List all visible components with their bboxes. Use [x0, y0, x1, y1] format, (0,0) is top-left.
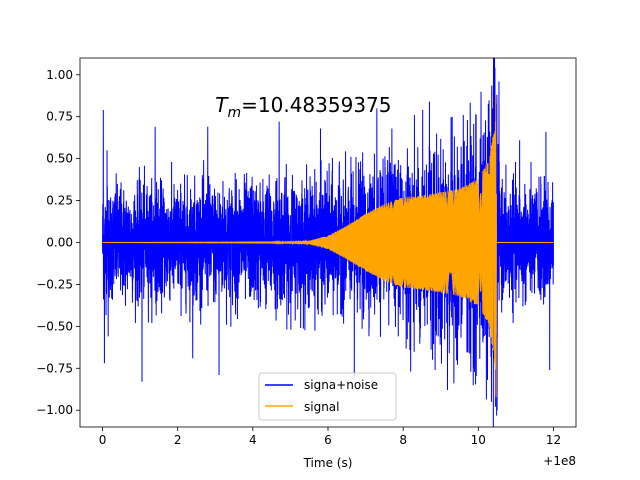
y-tick-label: −1.00	[36, 403, 73, 417]
y-tick-label: 0.00	[46, 236, 73, 250]
x-axis-ticks: 0 2 4 6 8 10 12	[99, 427, 561, 447]
y-tick-label: 1.00	[46, 68, 73, 82]
x-tick-label: 12	[546, 433, 561, 447]
y-tick-label: 0.75	[46, 110, 73, 124]
series-line-signal	[102, 95, 554, 398]
legend-label-signal: signal	[304, 400, 340, 414]
x-tick-label: 6	[324, 433, 332, 447]
chart-annotation: Tm=10.48359375	[215, 93, 391, 121]
y-tick-label: −0.75	[36, 361, 73, 375]
x-axis-offset-label: +1e8	[543, 454, 576, 468]
x-tick-label: 2	[174, 433, 182, 447]
y-axis-ticks: 1.00 0.75 0.50 0.25 0.00 −0.25 −0.50 −0.75 −1.00	[36, 68, 80, 417]
y-tick-label: 0.50	[46, 152, 73, 166]
x-tick-label: 4	[249, 433, 257, 447]
legend-label-signal-noise: signa+noise	[304, 378, 378, 392]
y-tick-label: 0.25	[46, 194, 73, 208]
series-layer	[102, 58, 554, 427]
x-tick-label: 8	[399, 433, 407, 447]
y-tick-label: −0.25	[36, 277, 73, 291]
x-tick-label: 10	[471, 433, 486, 447]
x-tick-label: 0	[99, 433, 107, 447]
legend: signa+noise signal	[258, 372, 397, 421]
y-tick-label: −0.50	[36, 319, 73, 333]
legend-box	[258, 372, 397, 421]
x-axis-label: Time (s)	[303, 456, 353, 470]
